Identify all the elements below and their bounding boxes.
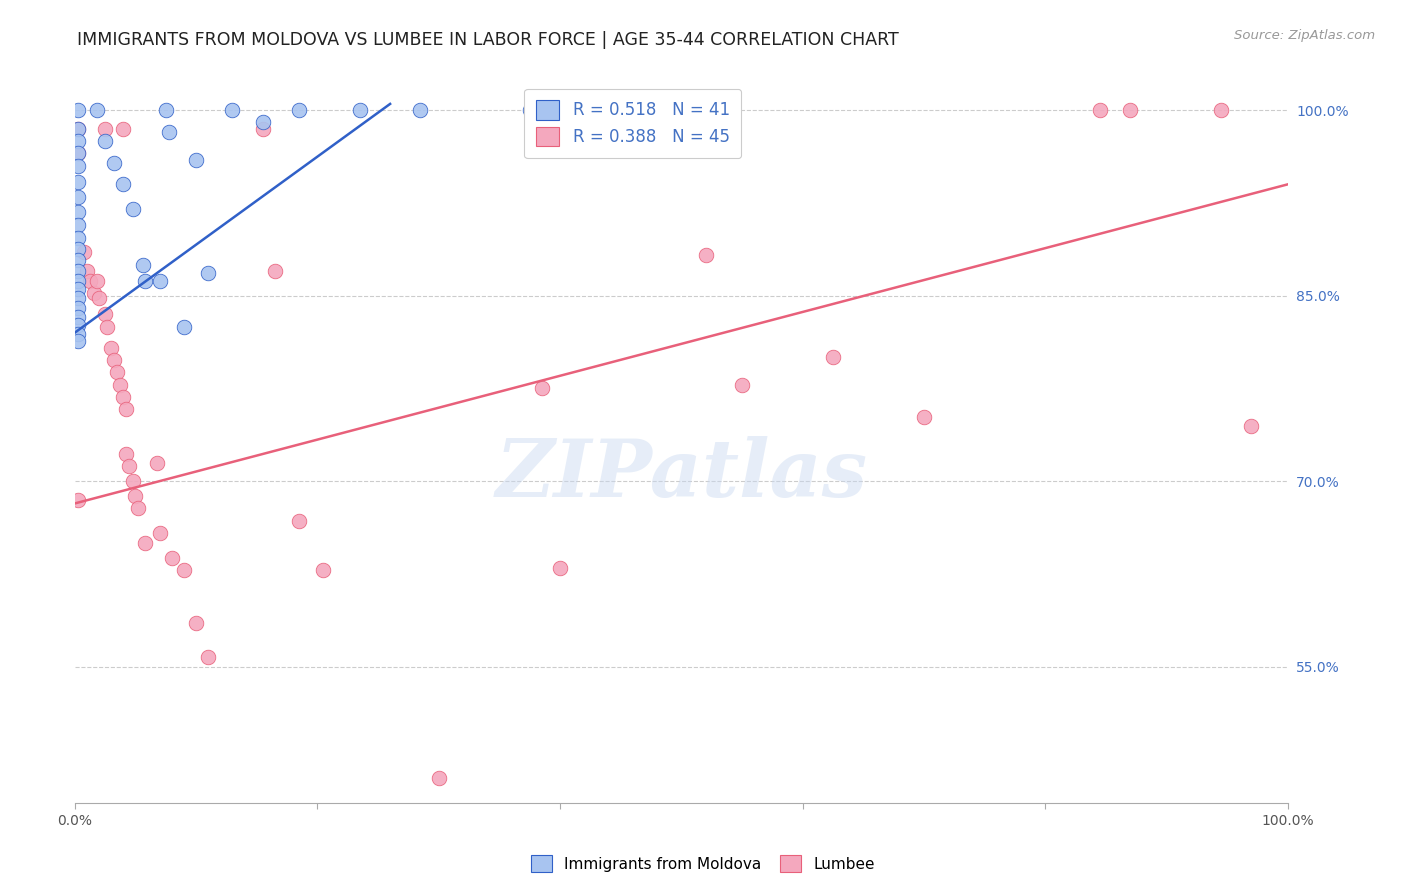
- Point: [67, 134, 90, 148]
- Point: [67, 230, 90, 244]
- Point: [67, 318, 90, 333]
- Point: [349, 103, 371, 117]
- Point: [94, 121, 117, 136]
- Point: [67, 326, 90, 341]
- Point: [149, 526, 172, 541]
- Point: [197, 266, 219, 280]
- Point: [157, 125, 180, 139]
- Point: [67, 264, 90, 278]
- Point: [86, 103, 108, 117]
- Point: [912, 409, 935, 424]
- Text: Source: ZipAtlas.com: Source: ZipAtlas.com: [1234, 29, 1375, 42]
- Point: [94, 307, 117, 321]
- Point: [131, 258, 153, 272]
- Point: [112, 121, 135, 136]
- Point: [67, 121, 90, 136]
- Point: [122, 202, 145, 216]
- Point: [67, 175, 90, 189]
- Point: [114, 402, 136, 417]
- Point: [67, 242, 90, 256]
- Point: [105, 365, 128, 379]
- Point: [548, 561, 571, 575]
- Point: [67, 291, 90, 305]
- Point: [67, 189, 90, 203]
- Point: [112, 390, 135, 404]
- Point: [312, 563, 335, 577]
- Point: [67, 121, 90, 136]
- Point: [263, 264, 285, 278]
- Point: [67, 146, 90, 161]
- Point: [67, 310, 90, 324]
- Point: [519, 103, 541, 117]
- Point: [731, 377, 754, 392]
- Point: [103, 156, 125, 170]
- Point: [87, 291, 110, 305]
- Point: [94, 134, 117, 148]
- Point: [173, 319, 195, 334]
- Point: [1088, 103, 1111, 117]
- Point: [122, 474, 145, 488]
- Text: IMMIGRANTS FROM MOLDOVA VS LUMBEE IN LABOR FORCE | AGE 35-44 CORRELATION CHART: IMMIGRANTS FROM MOLDOVA VS LUMBEE IN LAB…: [77, 31, 898, 49]
- Point: [73, 245, 96, 260]
- Point: [221, 103, 243, 117]
- Point: [67, 103, 90, 117]
- Point: [67, 492, 90, 507]
- Point: [67, 159, 90, 173]
- Point: [173, 563, 195, 577]
- Point: [67, 252, 90, 267]
- Legend: Immigrants from Moldova, Lumbee: Immigrants from Moldova, Lumbee: [523, 847, 883, 880]
- Legend: R = 0.518   N = 41, R = 0.388   N = 45: R = 0.518 N = 41, R = 0.388 N = 45: [524, 88, 741, 158]
- Point: [1240, 418, 1263, 433]
- Text: ZIPatlas: ZIPatlas: [495, 435, 868, 513]
- Point: [96, 319, 118, 334]
- Point: [288, 103, 311, 117]
- Point: [79, 274, 101, 288]
- Point: [124, 489, 146, 503]
- Point: [197, 649, 219, 664]
- Point: [184, 616, 207, 631]
- Point: [83, 286, 105, 301]
- Point: [127, 501, 149, 516]
- Point: [184, 153, 207, 167]
- Point: [252, 115, 274, 129]
- Point: [67, 146, 90, 161]
- Point: [67, 204, 90, 219]
- Point: [67, 274, 90, 288]
- Point: [409, 103, 432, 117]
- Point: [76, 264, 98, 278]
- Point: [67, 301, 90, 315]
- Point: [155, 103, 177, 117]
- Point: [86, 274, 108, 288]
- Point: [1211, 103, 1233, 117]
- Point: [821, 351, 844, 365]
- Point: [149, 274, 172, 288]
- Point: [288, 514, 311, 528]
- Point: [67, 218, 90, 232]
- Point: [67, 283, 90, 297]
- Point: [160, 550, 183, 565]
- Point: [252, 121, 274, 136]
- Point: [108, 377, 131, 392]
- Point: [427, 771, 450, 785]
- Point: [1119, 103, 1142, 117]
- Point: [134, 274, 156, 288]
- Point: [695, 248, 717, 262]
- Point: [118, 459, 141, 474]
- Point: [134, 536, 156, 550]
- Point: [112, 178, 135, 192]
- Point: [530, 381, 553, 395]
- Point: [67, 334, 90, 349]
- Point: [103, 353, 125, 368]
- Point: [114, 447, 136, 461]
- Point: [146, 456, 169, 470]
- Point: [100, 341, 122, 355]
